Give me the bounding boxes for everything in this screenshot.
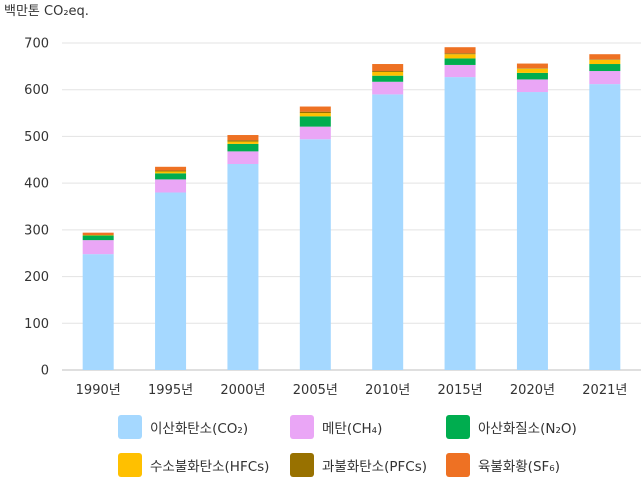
y-tick-label: 400 [24,177,49,192]
bar-segment [444,54,476,59]
bar-segment [444,77,476,370]
legend-item: 아산화질소(N₂O) [446,414,577,440]
bar-segment [82,235,114,241]
bar-segment [444,58,476,65]
y-axis-ticks: 0 100 200 300 400 500 600 700 [24,37,49,379]
bar-segment [516,92,548,371]
bar-segment [444,64,476,78]
bar-segment [299,126,331,140]
legend-item: 이산화탄소(CO₂) [118,414,248,440]
bar-segment [516,63,548,69]
legend-label: 이산화탄소(CO₂) [150,421,249,437]
bar-segment [589,84,621,370]
bar-segment [82,232,114,235]
bar-segment [444,53,476,55]
y-tick-label: 0 [41,364,49,379]
bar-segment [227,135,259,141]
legend-label: 과불화탄소(PFCs) [322,459,427,475]
y-tick-label: 200 [24,270,49,285]
bar-segment [516,72,548,80]
legend-swatch [118,415,142,439]
bar-segment [155,171,187,174]
bar-segment [372,94,404,370]
x-tick-label: 2021년 [582,383,627,398]
bar-segment [82,240,114,255]
bar-segment [227,151,259,164]
bar-segment [444,47,476,54]
legend-swatch [446,415,470,439]
bar-segment [227,141,259,144]
legend-label: 메탄(CH₄) [322,421,383,437]
legend-item: 수소불화탄소(HFCs) [118,452,269,478]
bar-segment [299,139,331,370]
legend-item: 육불화황(SF₆) [446,452,560,478]
x-tick-label: 2015년 [438,383,483,398]
legend-label: 수소불화탄소(HFCs) [150,459,270,475]
x-tick-label: 2010년 [365,383,410,398]
legend-swatch [118,453,142,477]
x-tick-label: 2005년 [293,383,338,398]
bar-segment [82,254,114,370]
bar-segment [227,163,259,370]
bar-segment [589,59,621,65]
bar-segment [155,166,187,171]
x-tick-label: 1990년 [76,383,121,398]
bar-segment [589,54,621,60]
legend-item: 과불화탄소(PFCs) [290,452,427,478]
bar-segment [299,106,331,112]
bar-segment [372,71,404,76]
bar-segment [372,71,404,72]
legend-swatch [290,415,314,439]
bar-segment [299,111,331,114]
legend-label: 아산화질소(N₂O) [478,421,577,437]
y-tick-label: 600 [24,83,49,98]
y-tick-label: 700 [24,37,49,52]
legend-swatch [446,453,470,477]
bar-segment [155,170,187,172]
legend-item: 메탄(CH₄) [290,414,382,440]
bar-segment [227,140,259,142]
x-tick-label: 2020년 [510,383,555,398]
bar-segment [155,179,187,193]
gridlines [62,42,641,371]
legend-label: 육불화황(SF₆) [478,459,560,475]
legend: 이산화탄소(CO₂) 메탄(CH₄) 아산화질소(N₂O) 수소불화탄소(HFCs) 과… [0,408,643,500]
x-axis-ticks: 1990년 1995년 2000년 2005년 2010년 2015년 2020년 2021년 [76,383,628,398]
bar-segment [155,192,187,370]
bar-segment [516,68,548,73]
bar-segment [372,64,404,72]
stacked-bar-chart: 0 100 200 300 400 500 600 700 1990년 1995년 2000년 20… [24,37,641,398]
unit-label: 백만톤 CO₂eq. [4,4,89,19]
bars [82,47,621,371]
bar-segment [372,75,404,82]
bar-segment [299,113,331,117]
bar-segment [589,71,621,85]
y-tick-label: 500 [24,130,49,145]
bar-segment [589,64,621,72]
legend-swatch [290,453,314,477]
y-tick-label: 300 [24,223,49,238]
bar-segment [372,81,404,95]
x-tick-label: 1995년 [148,383,193,398]
bar-segment [516,79,548,93]
bar-segment [299,116,331,127]
bar-segment [227,143,259,152]
bar-segment [155,173,187,180]
x-tick-label: 2000년 [220,383,265,398]
y-tick-label: 100 [24,317,49,332]
